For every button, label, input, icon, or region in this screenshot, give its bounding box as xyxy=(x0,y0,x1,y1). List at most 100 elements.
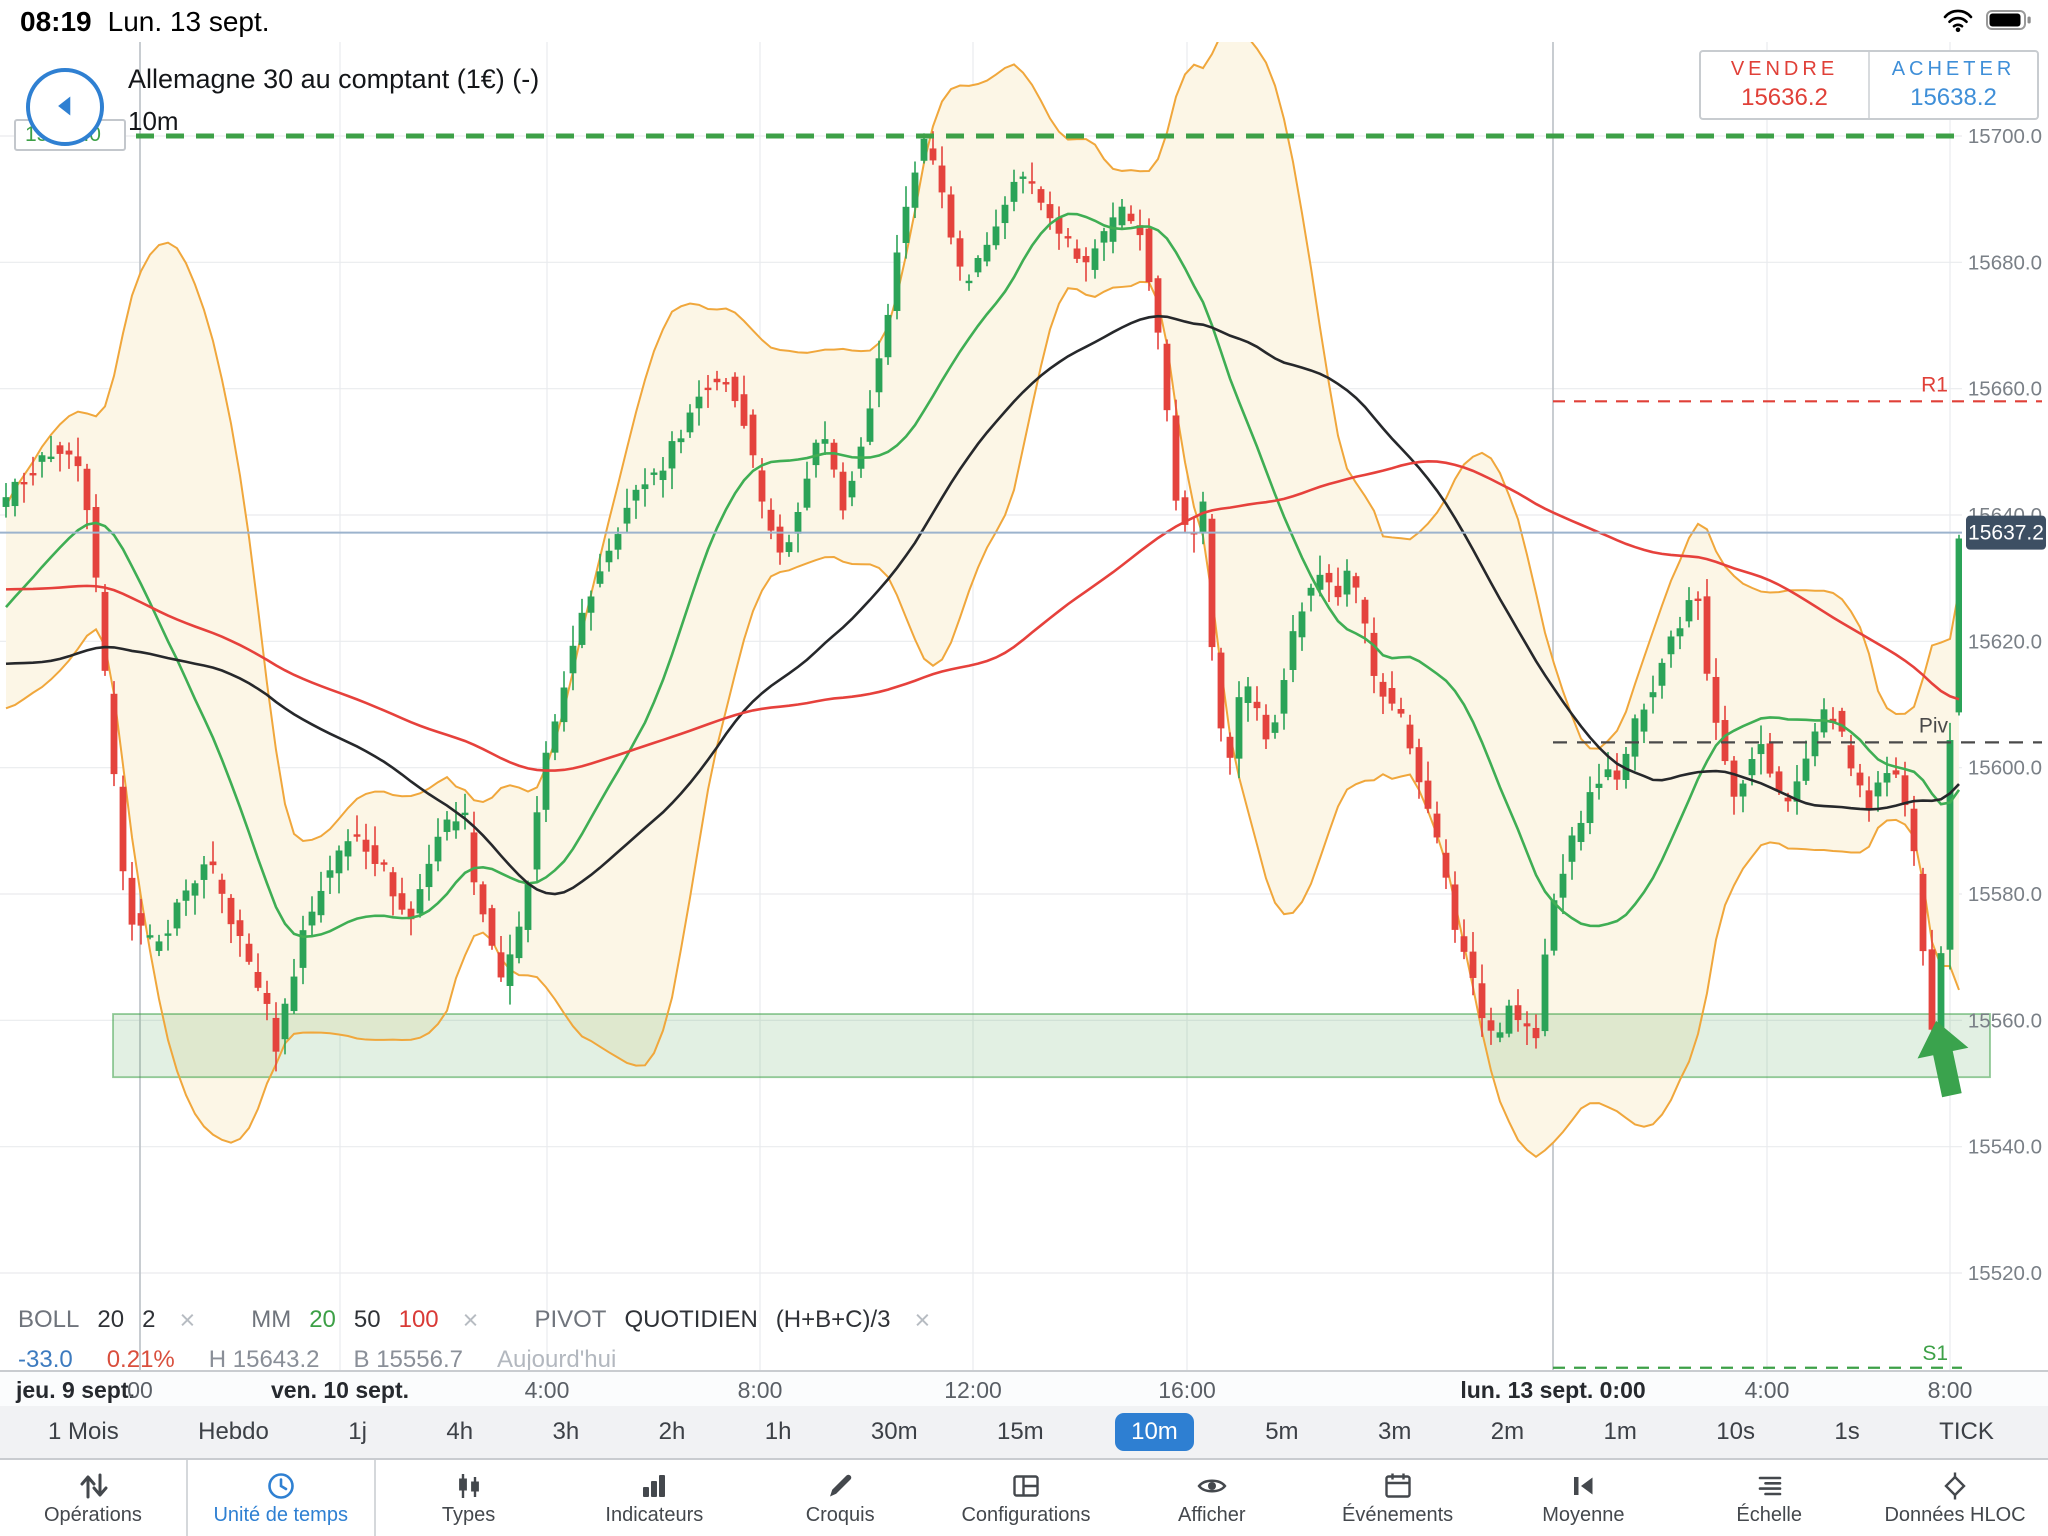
timeframe-1-mois[interactable]: 1 Mois xyxy=(48,1418,119,1445)
average-icon xyxy=(1567,1470,1599,1502)
buy-price: 15638.2 xyxy=(1910,84,1997,111)
time-axis-label: lun. 13 sept. 0:00 xyxy=(1460,1377,1646,1403)
toolbar-indicateurs[interactable]: Indicateurs xyxy=(561,1460,747,1536)
toolbar-evenements[interactable]: Événements xyxy=(1305,1460,1491,1536)
y-axis-label: 15580.0 xyxy=(1968,883,2042,906)
timeframe-hebdo[interactable]: Hebdo xyxy=(198,1418,269,1445)
annotations: R1PivS115700.015680.015660.015640.015620… xyxy=(0,125,2046,1369)
support-zone xyxy=(112,1013,1991,1079)
y-axis-label: 15680.0 xyxy=(1968,251,2042,274)
timeframe-30m[interactable]: 30m xyxy=(870,1418,918,1445)
timeframe-1s[interactable]: 1s xyxy=(1834,1418,1860,1445)
timeframe-3h[interactable]: 3h xyxy=(552,1418,580,1445)
timeframe-1h[interactable]: 1h xyxy=(764,1418,792,1445)
candles xyxy=(2,131,1962,1072)
toolbar-label: Événements xyxy=(1342,1503,1454,1526)
wifi-icon xyxy=(1942,7,1974,38)
legend-text: PIVOT xyxy=(534,1306,607,1333)
legend-text: MM xyxy=(251,1306,292,1333)
day-stat: B 15556.7 xyxy=(353,1346,463,1373)
pivot-label: Piv xyxy=(1919,714,1949,737)
timeframe-2m[interactable]: 2m xyxy=(1490,1418,1525,1445)
y-axis-label: 15600.0 xyxy=(1968,757,2042,780)
quote-box: VENDRE 15636.2 ACHETER 15638.2 xyxy=(1699,50,2039,120)
layout-icon xyxy=(1010,1470,1042,1502)
back-button[interactable] xyxy=(26,68,104,146)
legend-mm: MM 20 50 100 × xyxy=(251,1306,478,1334)
toolbar-configurations[interactable]: Configurations xyxy=(933,1460,1119,1536)
mm100-line xyxy=(5,460,1960,772)
legend-close-mm[interactable]: × xyxy=(462,1305,479,1335)
toolbar-echelle[interactable]: Échelle xyxy=(1676,1460,1862,1536)
timeframe-tick[interactable]: TICK xyxy=(1939,1418,1994,1445)
legend-text: 50 xyxy=(353,1306,381,1333)
legend-close-boll[interactable]: × xyxy=(179,1305,196,1335)
bollinger-fill-layer xyxy=(6,40,1959,1157)
pivot-r1-label: R1 xyxy=(1921,373,1948,396)
timeframe-10s[interactable]: 10s xyxy=(1716,1418,1755,1445)
operations-icon xyxy=(77,1470,109,1502)
status-bar: 08:19 Lun. 13 sept. xyxy=(0,0,2048,42)
status-right xyxy=(1942,7,2032,38)
legend-boll: BOLL 20 2 × xyxy=(18,1306,195,1334)
status-left: 08:19 Lun. 13 sept. xyxy=(20,6,270,38)
timeframe-10m[interactable]: 10m xyxy=(1115,1413,1194,1451)
y-axis-label: 15540.0 xyxy=(1968,1136,2042,1159)
timeframe-4h[interactable]: 4h xyxy=(446,1418,474,1445)
time-axis-label: 4:00 xyxy=(1744,1377,1790,1403)
y-axis-label: 15620.0 xyxy=(1968,630,2042,653)
toolbar-operations[interactable]: Opérations xyxy=(0,1460,188,1536)
current-price-value: 15637.2 xyxy=(1968,522,2044,545)
toolbar-moyenne[interactable]: Moyenne xyxy=(1491,1460,1677,1536)
legend-text: 100 xyxy=(398,1306,439,1333)
timeframe-5m[interactable]: 5m xyxy=(1265,1418,1299,1445)
toolbar-types[interactable]: Types xyxy=(376,1460,562,1536)
time-axis-label: 8:00 xyxy=(1927,1377,1973,1403)
timeframe-1m[interactable]: 1m xyxy=(1603,1418,1637,1445)
day-stat: -33.0 xyxy=(18,1346,73,1373)
legend-text: QUOTIDIEN xyxy=(624,1306,758,1333)
legend-text: BOLL xyxy=(18,1306,80,1333)
clock-icon xyxy=(265,1470,297,1502)
timeframe-3m[interactable]: 3m xyxy=(1377,1418,1412,1445)
calendar-icon xyxy=(1382,1470,1414,1502)
legend-text: 20 xyxy=(97,1306,125,1333)
buy-button[interactable]: ACHETER 15638.2 xyxy=(1870,52,2037,118)
chart-timeframe-label: 10m xyxy=(128,106,179,136)
status-time: 08:19 xyxy=(20,6,92,37)
toolbar-label: Afficher xyxy=(1178,1503,1246,1526)
toolbar-afficher[interactable]: Afficher xyxy=(1119,1460,1305,1536)
toolbar-label: Unité de temps xyxy=(213,1503,348,1526)
legend-text: (H+B+C)/3 xyxy=(775,1306,891,1333)
sell-price: 15636.2 xyxy=(1741,84,1828,111)
time-axis-label: 4:00 xyxy=(524,1377,570,1403)
day-stat: Aujourd'hui xyxy=(496,1346,617,1373)
candles-icon xyxy=(453,1470,485,1502)
legend-close-pivot[interactable]: × xyxy=(914,1305,931,1335)
legend-pivot: PIVOT QUOTIDIEN (H+B+C)/3 × xyxy=(534,1306,930,1334)
legend-text: 2 xyxy=(142,1306,156,1333)
toolbar-unite-de-temps[interactable]: Unité de temps xyxy=(188,1460,376,1536)
battery-icon xyxy=(1986,9,2032,36)
mm20-line xyxy=(5,212,1961,939)
toolbar-label: Moyenne xyxy=(1542,1503,1625,1526)
sell-button[interactable]: VENDRE 15636.2 xyxy=(1701,52,1870,118)
toolbar-label: Indicateurs xyxy=(605,1503,704,1526)
toolbar-label: Configurations xyxy=(961,1503,1091,1526)
timeframe-2h[interactable]: 2h xyxy=(658,1418,686,1445)
time-axis-label: jeu. 9 sept. xyxy=(16,1377,135,1403)
day-stat: 0.21% xyxy=(106,1346,175,1373)
status-date: Lun. 13 sept. xyxy=(107,6,270,37)
time-axis: jeu. 9 sept. 00 ven. 10 sept. 4:00 8:00 12:00… xyxy=(0,1370,2048,1406)
instrument-title: Allemagne 30 au comptant (1€) (-) xyxy=(128,64,540,94)
toolbar-label: Croquis xyxy=(805,1503,875,1526)
toolbar-donnees-hloc[interactable]: Données HLOC xyxy=(1862,1460,2048,1536)
day-stats: -33.0 0.21% H 15643.2 B 15556.7 Aujourd'hui xyxy=(18,1346,616,1374)
y-axis-label: 15660.0 xyxy=(1968,378,2042,401)
timeframe-1j[interactable]: 1j xyxy=(348,1418,367,1445)
timeframe-15m[interactable]: 15m xyxy=(996,1418,1044,1445)
toolbar-croquis[interactable]: Croquis xyxy=(747,1460,933,1536)
buy-arrow xyxy=(1917,1020,1969,1098)
